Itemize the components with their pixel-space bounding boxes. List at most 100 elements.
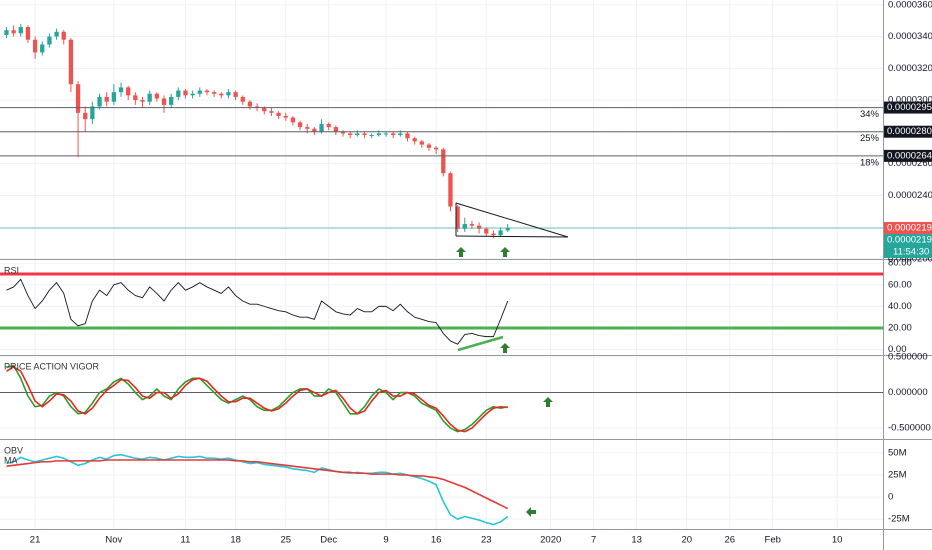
- y-tick-label: 20.00: [888, 323, 912, 334]
- x-tick-label: Dec: [320, 535, 337, 546]
- x-tick-label: 26: [724, 535, 735, 546]
- triangle-lower: [455, 235, 569, 238]
- candle-body: [97, 96, 102, 107]
- candle-body: [154, 93, 159, 99]
- y-tick-label: 0: [888, 492, 893, 503]
- candle-body: [247, 101, 253, 107]
- candle-body: [190, 93, 195, 96]
- label-layer: 21 Nov 11 18 25 Dec 9 16 23 2020 7 13 20 26 Feb 100.000…: [4, 0, 932, 546]
- candle-body: [355, 133, 360, 136]
- candle-body: [426, 144, 432, 148]
- last-price-box: [884, 222, 932, 235]
- level-label-box: [884, 101, 932, 114]
- legend-label: MA: [4, 455, 18, 465]
- x-tick-label: Feb: [765, 535, 781, 546]
- y-tick-label: -25M: [888, 514, 910, 525]
- candle-body: [376, 133, 381, 136]
- candle-body: [11, 30, 16, 34]
- arrow-up-icon: [543, 397, 553, 407]
- candle-body: [133, 95, 138, 101]
- y-tick-label: 40.00: [888, 301, 912, 312]
- candle-body: [140, 100, 145, 102]
- x-tick-label: 7: [591, 535, 596, 546]
- series-line: [6, 366, 508, 433]
- candle-body: [369, 135, 374, 137]
- arrow-up-icon: [456, 247, 466, 257]
- pane-title: PRICE ACTION VIGOR: [4, 361, 100, 371]
- x-tick-label: 13: [631, 535, 642, 546]
- y-tick-label: 50M: [888, 447, 907, 458]
- y-tick-label: 25M: [888, 470, 907, 481]
- candle-body: [104, 96, 109, 102]
- candle-body: [290, 117, 296, 123]
- arrow-left-icon: [526, 507, 536, 517]
- level-label-box: [884, 125, 932, 138]
- x-tick-label: 11: [181, 535, 191, 546]
- level-label-box: [884, 149, 932, 162]
- candle-body: [348, 133, 353, 136]
- candle-body: [269, 111, 274, 113]
- candle-body: [276, 112, 281, 116]
- y-tick-label: 0.500000: [888, 352, 928, 363]
- candle-body: [226, 92, 231, 96]
- candle-body: [183, 90, 188, 96]
- candle-body: [391, 133, 396, 136]
- y-tick-label: 80.00: [888, 258, 912, 269]
- candle-body: [491, 233, 496, 236]
- candle-body: [68, 39, 74, 85]
- candle-body: [111, 92, 117, 102]
- series-line: [6, 364, 508, 433]
- candle-body: [147, 93, 152, 102]
- candle-body: [498, 230, 503, 236]
- bid-price-label: 0.00002196: [887, 235, 932, 246]
- level-label: 0.00002649: [887, 150, 932, 161]
- candle-body: [75, 84, 81, 113]
- candle-body: [90, 106, 95, 120]
- level-percent: 34%: [860, 109, 880, 120]
- candle-body: [455, 206, 460, 229]
- x-tick-label: 10: [832, 535, 843, 546]
- candle-body: [262, 108, 267, 112]
- candle-body: [161, 98, 167, 105]
- series-line: [6, 278, 509, 345]
- candle-body: [169, 96, 174, 105]
- y-tick-label: 0.000000: [888, 387, 928, 398]
- x-tick-label: 20: [681, 535, 692, 546]
- y-tick-label: -0.500000: [888, 423, 931, 434]
- candle-body: [448, 173, 453, 207]
- candle-body: [484, 228, 489, 234]
- divergence-line: [457, 335, 504, 352]
- candle-body: [219, 93, 224, 96]
- x-tick-label: 21: [30, 535, 41, 546]
- level-label: 0.00002953: [887, 102, 932, 113]
- candle-body: [469, 224, 475, 226]
- candle-body: [333, 127, 339, 132]
- x-tick-label: 2020: [540, 535, 561, 546]
- candle-body: [83, 112, 88, 120]
- mark-layer: [0, 23, 883, 526]
- candle-body: [176, 90, 181, 97]
- candle-body: [462, 224, 467, 229]
- candle-body: [312, 128, 317, 132]
- candle-body: [412, 138, 417, 142]
- candle-body: [476, 225, 482, 229]
- candle-body: [362, 133, 367, 136]
- series-line: [6, 459, 509, 510]
- pane-title: RSI: [4, 265, 19, 275]
- candle-body: [126, 87, 131, 96]
- candle-body: [233, 92, 238, 97]
- bid-price-box: [884, 234, 932, 259]
- candle-body: [297, 122, 303, 128]
- y-tick-label: 0.00: [888, 344, 907, 355]
- candle-body: [32, 39, 38, 53]
- candle-body: [305, 127, 310, 129]
- candle-body: [4, 30, 9, 35]
